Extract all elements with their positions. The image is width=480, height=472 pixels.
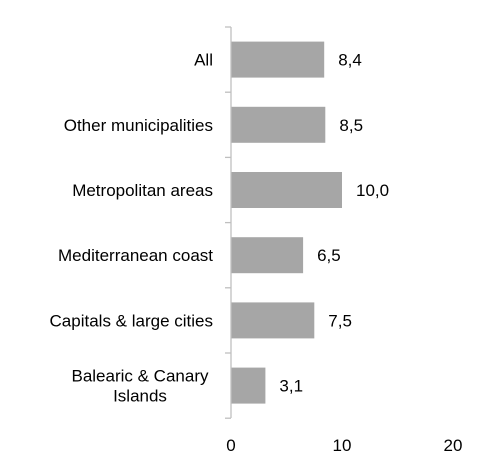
bar: [231, 367, 266, 404]
value-label: 3,1: [279, 377, 303, 396]
value-label: 7,5: [328, 311, 352, 330]
x-tick-label: 20: [444, 436, 463, 455]
bar: [231, 237, 304, 274]
value-label: 6,5: [317, 246, 341, 265]
bars-layer: [231, 41, 342, 404]
bar: [231, 106, 326, 143]
category-label: Islands: [113, 387, 167, 406]
bar: [231, 302, 315, 339]
bar: [231, 172, 342, 208]
value-label: 10,0: [356, 181, 389, 200]
category-label: Mediterranean coast: [58, 246, 213, 265]
x-tick-label: 10: [333, 436, 352, 455]
bar: [231, 41, 325, 78]
category-label: Balearic & Canary: [71, 367, 209, 386]
category-label: Metropolitan areas: [72, 181, 213, 200]
x-tick-label: 0: [226, 436, 235, 455]
category-label: Capitals & large cities: [50, 311, 213, 330]
axis-layer: 0 10 20: [225, 26, 463, 455]
category-label: All: [194, 51, 213, 70]
category-label: Other municipalities: [64, 116, 213, 135]
value-label: 8,4: [338, 51, 362, 70]
labels-layer: 8,4 All 8,5 Other municipalities 10,0 Metropo…: [50, 51, 390, 406]
value-label: 8,5: [339, 116, 363, 135]
